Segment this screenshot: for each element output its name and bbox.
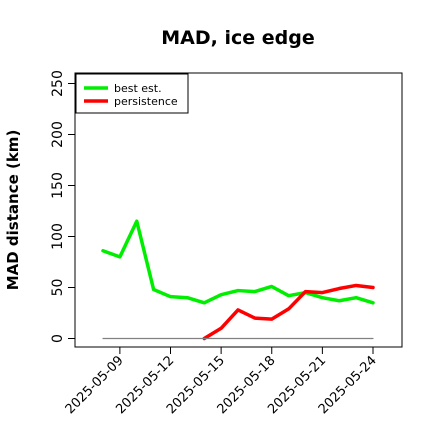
- y-tick-label: 50: [50, 279, 66, 297]
- legend-label: best est.: [114, 82, 162, 95]
- legend-label: persistence: [114, 95, 178, 108]
- series-line-best-est: [101, 219, 375, 305]
- x-axis: 2025-05-092025-05-122025-05-152025-05-18…: [63, 347, 380, 417]
- y-tick-label: 0: [50, 334, 66, 343]
- series-line-persistence: [202, 283, 375, 341]
- y-tick-label: 250: [50, 70, 66, 97]
- y-tick-label: 200: [50, 121, 66, 148]
- y-tick-label: 100: [50, 223, 66, 250]
- plot-frame: [74, 72, 403, 348]
- legend: best est.persistence: [75, 73, 189, 114]
- y-axis: 0 50 100 150 200 250: [50, 70, 75, 343]
- y-tick-label: 150: [50, 172, 66, 199]
- y-axis-label: MAD distance (km): [4, 130, 22, 291]
- series-layer: [101, 219, 375, 341]
- chart-title: MAD, ice edge: [161, 27, 314, 49]
- legend-box: [75, 73, 189, 114]
